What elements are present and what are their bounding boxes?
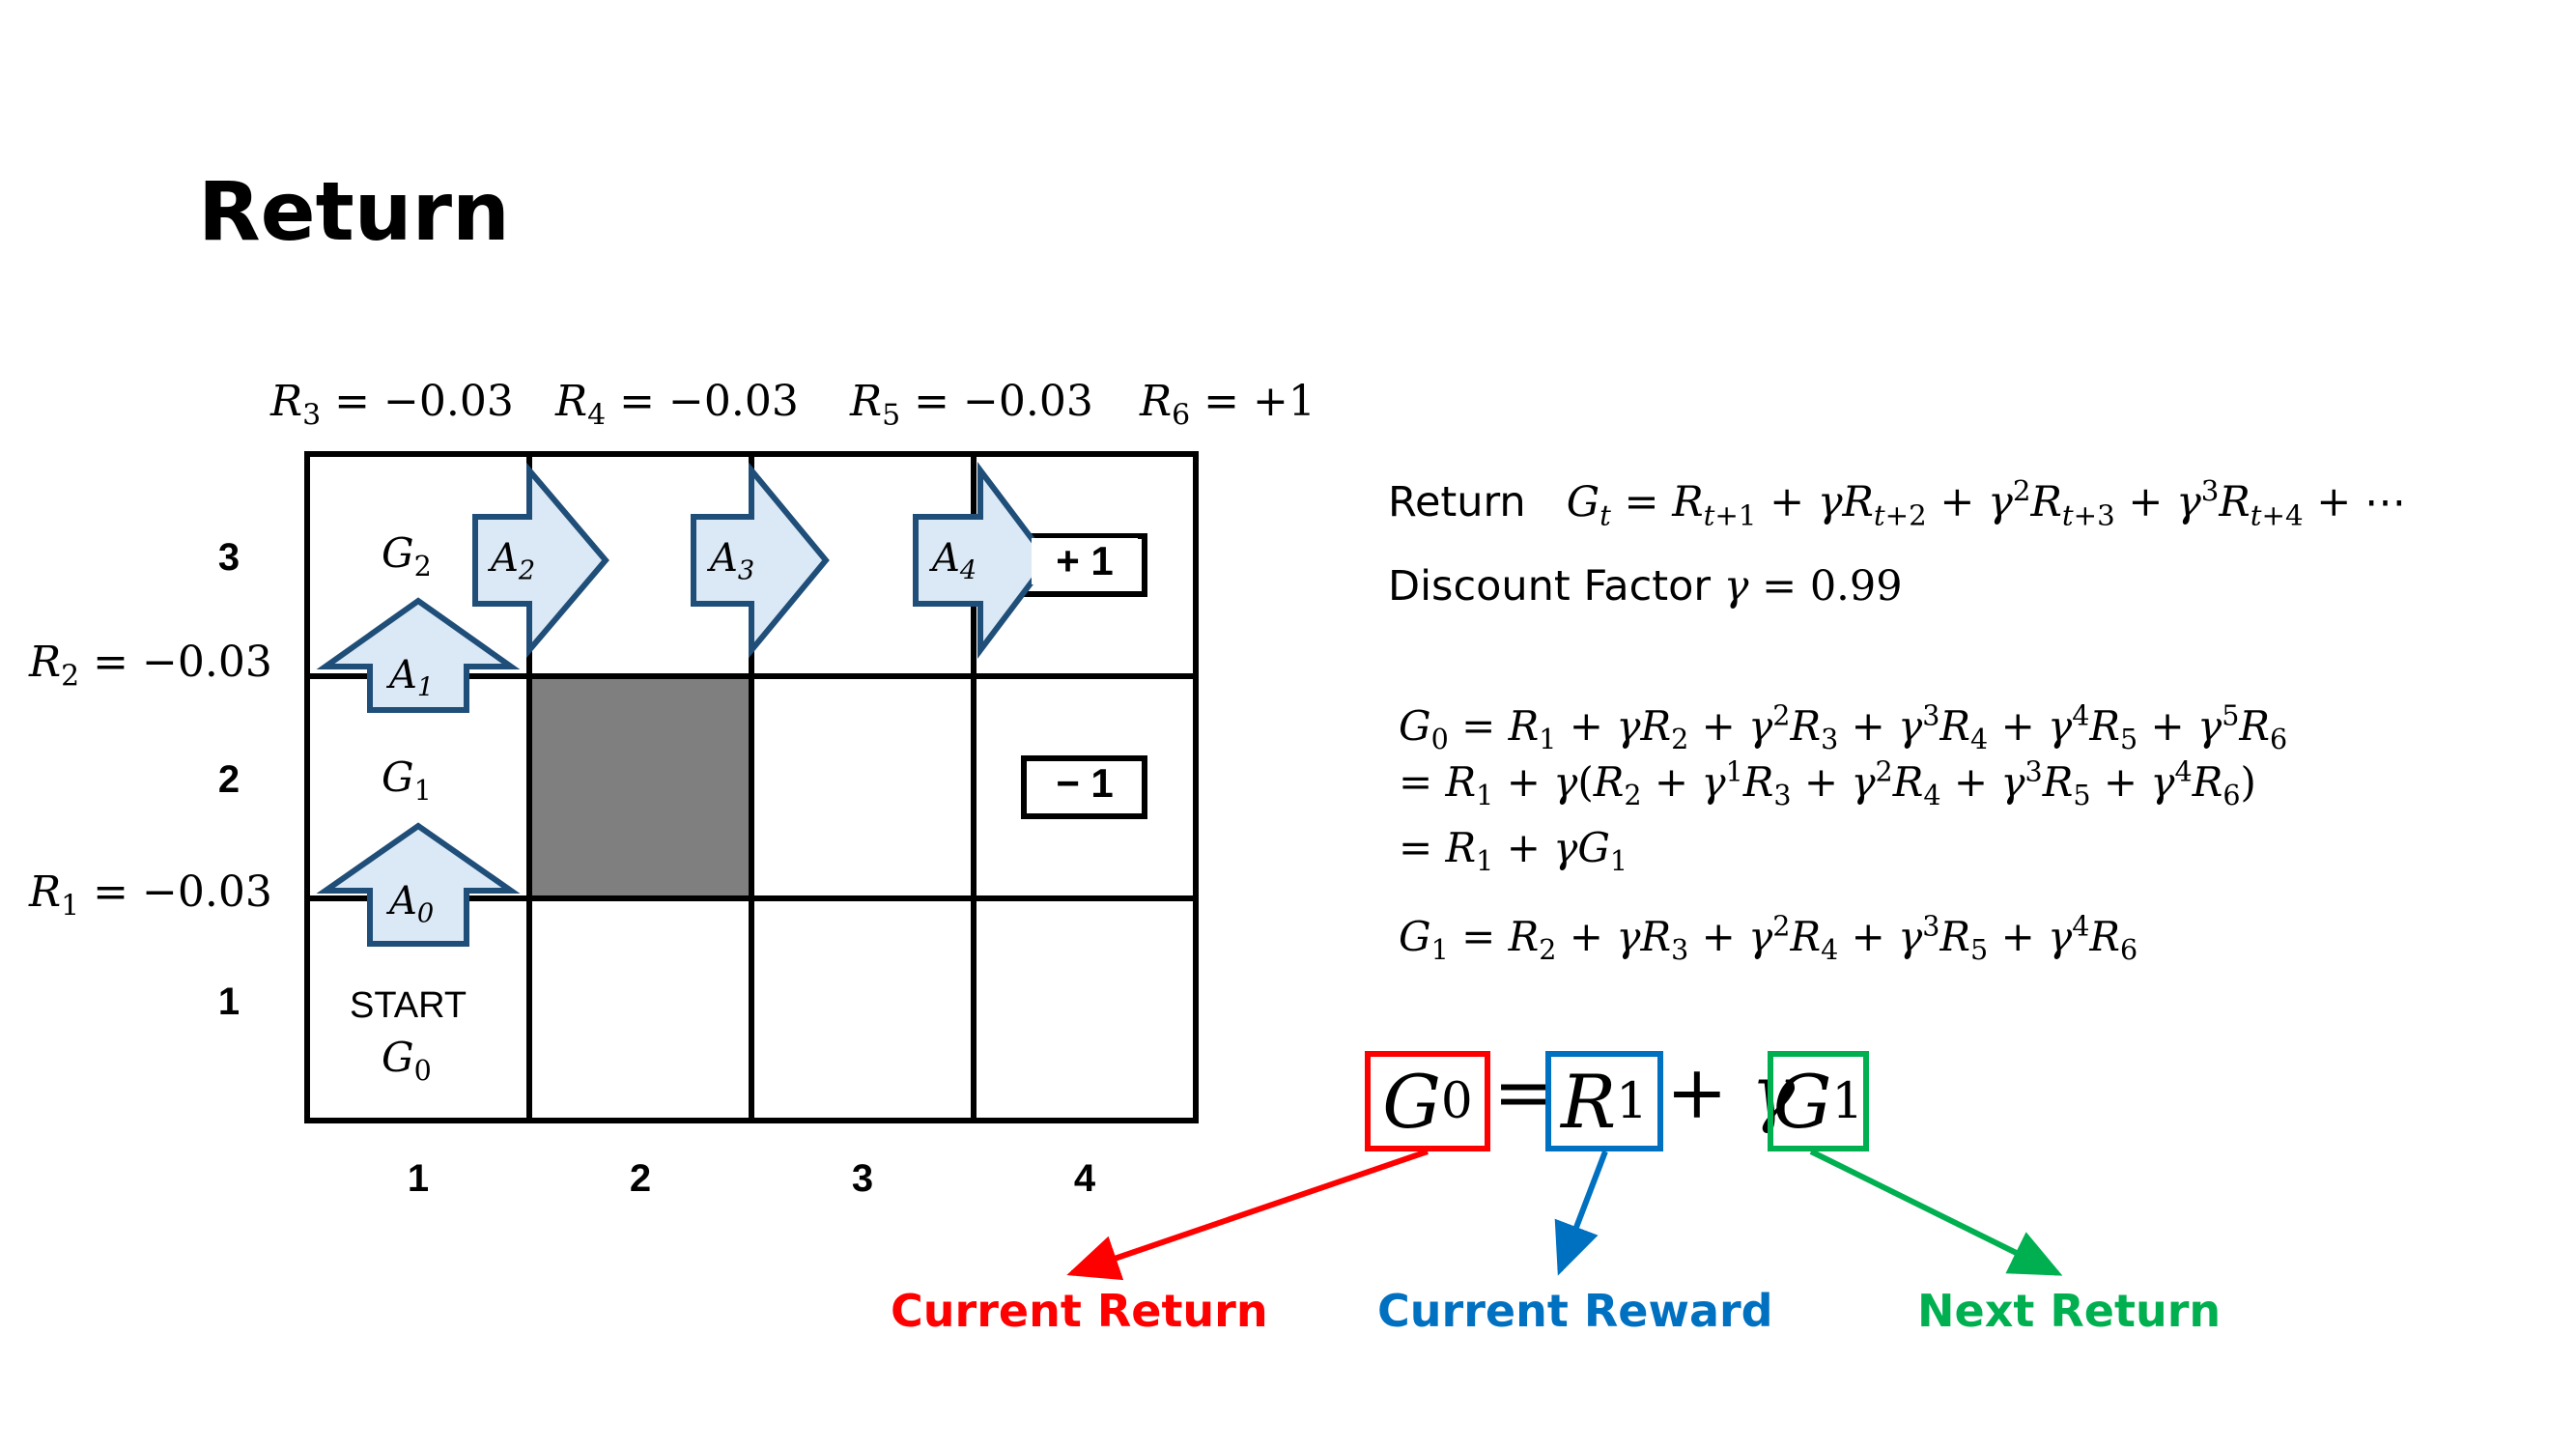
slide-title: Return [198,164,510,259]
action-a1-label: A1 [389,653,435,703]
action-a3-arrow [691,462,830,659]
reward-r4-label: R4 = −0.03 [555,377,799,433]
col-label-1: 1 [407,1157,430,1200]
plus-gamma: + γ [1666,1049,1796,1135]
caption-next-return: Next Return [1917,1285,2222,1337]
discount-text: Discount Factor [1388,562,1712,611]
g1-equation: G1 = R2 + γR3 + γ2R4 + γ3R5 + γ4R6 [1399,909,2138,967]
reward-r5-label: R5 = −0.03 [850,377,1093,433]
terminal-minus-box [1021,755,1147,819]
action-a4-label: A4 [932,536,977,586]
return-g0-label: G0 [382,1034,432,1088]
g0-equation-line1: G0 = R1 + γR2 + γ2R3 + γ3R4 + γ4R5 + γ5R… [1399,698,2288,756]
caption-current-return: Current Return [891,1285,1268,1337]
start-label: START [350,985,467,1026]
col-label-4: 4 [1073,1157,1096,1200]
terminal-minus-label: − 1 [1056,760,1114,806]
discount-definition: Discount Factor γ = 0.99 [1388,562,1903,611]
action-a2-label: A2 [491,536,536,586]
caption-current-reward: Current Reward [1377,1285,1773,1337]
reward-r2-label: R2 = −0.03 [29,638,272,694]
reward-r3-label: R3 = −0.03 [270,377,514,433]
row-label-1: 1 [217,980,241,1023]
return-definition: Return Gt = Rt+1 + γRt+2 + γ2Rt+3 + γ3Rt+… [1388,473,2406,532]
col-label-2: 2 [629,1157,652,1200]
g0-equation-line2: = R1 + γ(R2 + γ1R3 + γ2R4 + γ3R5 + γ4R6) [1399,754,2256,812]
return-g2-label: G2 [382,529,432,583]
row-label-3: 3 [217,536,241,579]
terminal-plus-label: + 1 [1032,538,1138,584]
action-a3-label: A3 [710,536,755,586]
return-g1-label: G1 [382,753,432,808]
wall-cell [529,676,751,898]
col-label-3: 3 [851,1157,874,1200]
row-label-2: 2 [217,758,241,801]
g0-equation-line3: = R1 + γG1 [1399,824,1628,878]
reward-r6-label: R6 = +1 [1140,377,1316,433]
action-a0-label: A0 [389,879,435,929]
arrow-to-current-reward [1554,1150,1608,1276]
arrow-to-current-return [1066,1149,1429,1281]
action-a4-arrow [913,462,1052,659]
arrow-to-next-return [1809,1149,2063,1276]
action-a1-arrow [316,597,521,713]
reward-r1-label: R1 = −0.03 [29,867,272,923]
action-a0-arrow [316,822,521,947]
return-text: Return [1388,478,1526,526]
equals-sign: = [1493,1049,1555,1135]
action-a2-arrow [472,462,609,659]
